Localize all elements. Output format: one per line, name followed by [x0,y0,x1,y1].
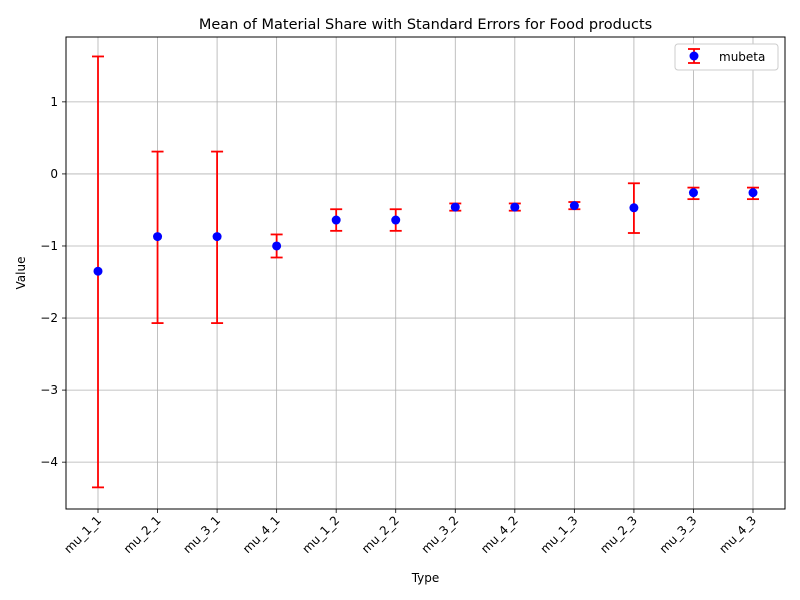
data-point [153,232,163,242]
data-point [272,241,282,251]
y-tick-label: −4 [40,455,58,469]
data-point [688,188,698,198]
legend-marker [688,48,700,64]
x-tick-label: mu_3_1 [180,513,223,556]
data-point [629,203,639,213]
grid [66,37,785,509]
x-tick-label: mu_4_2 [478,513,521,556]
data-point [569,201,579,211]
data-point [510,202,520,212]
y-tick-label: 0 [50,167,58,181]
data-point [450,202,460,212]
x-tick-label: mu_2_1 [121,513,164,556]
data-point [391,215,401,225]
y-axis-ticks: −4 −3 −2 −1 0 1 [40,95,66,469]
x-tick-label: mu_1_2 [299,513,342,556]
data-points [93,188,758,276]
x-tick-label: mu_4_1 [240,513,283,556]
legend-box [674,43,779,71]
data-point [93,266,103,276]
chart-title: Mean of Material Share with Standard Err… [199,17,652,33]
y-tick-label: 1 [50,95,58,109]
data-point [212,232,222,242]
plot-frame [65,36,786,510]
x-tick-label: mu_1_3 [538,513,581,556]
y-tick-label: −3 [40,383,58,397]
legend: mubeta [674,43,779,71]
x-tick-label: mu_1_1 [61,513,104,556]
y-tick-label: −2 [40,311,58,325]
x-tick-label: mu_3_3 [657,513,700,556]
x-axis-label: Type [411,571,440,585]
data-point [331,215,341,225]
y-tick-label: −1 [40,239,58,253]
x-tick-label: mu_4_3 [716,513,759,556]
data-point [748,188,758,198]
x-tick-label: mu_2_3 [597,513,640,556]
x-tick-label: mu_3_2 [419,513,462,556]
x-axis-ticks: mu_1_1 mu_2_1 mu_3_1 mu_4_1 mu_1_2 mu_2_2 mu_3… [61,509,759,556]
y-axis-label: Value [14,257,28,290]
plot-background [66,37,785,509]
x-tick-label: mu_2_2 [359,513,402,556]
legend-label: mubeta [719,50,765,64]
